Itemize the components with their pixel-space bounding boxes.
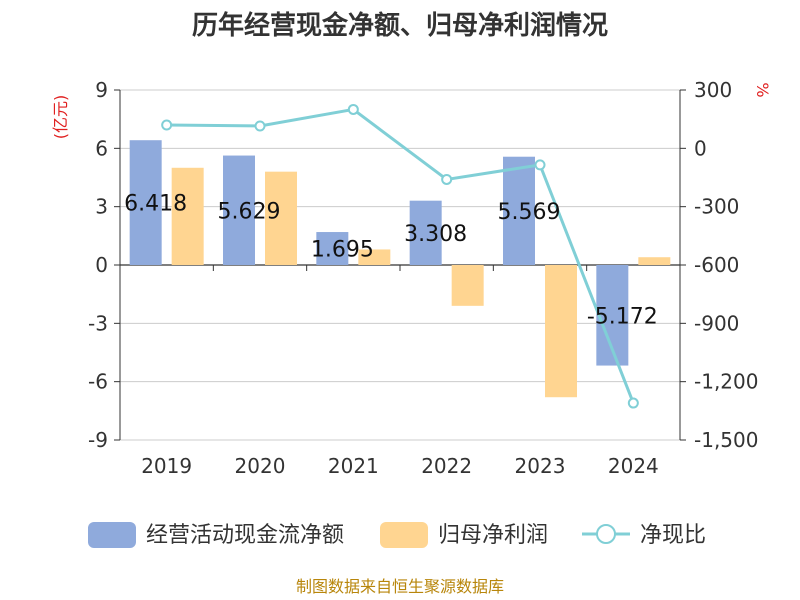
- right-tick-label: -600: [694, 253, 739, 277]
- cashflow-bar: [409, 200, 442, 265]
- right-tick-label: -300: [694, 195, 739, 219]
- left-tick-label: -3: [88, 311, 108, 335]
- net-profit-bar: [171, 167, 204, 265]
- left-tick-label: 3: [95, 195, 108, 219]
- net-profit-bar: [358, 249, 391, 265]
- left-tick-label: -6: [88, 370, 108, 394]
- cashflow-bar: [129, 140, 162, 265]
- cashflow-bar: [503, 156, 535, 265]
- cashflow-data-label: 5.629: [218, 199, 281, 224]
- x-tick-label: 2023: [515, 454, 566, 478]
- cashflow-data-label: 6.418: [124, 192, 187, 217]
- ratio-point: [441, 173, 453, 185]
- legend-label: 归母净利润: [438, 523, 548, 548]
- right-tick-label: 0: [694, 136, 707, 160]
- net-profit-bar: [451, 265, 484, 306]
- right-tick-label: -900: [694, 311, 739, 335]
- net-profit-bar: [265, 171, 297, 265]
- left-tick-label: 0: [95, 253, 108, 277]
- ratio-point: [347, 103, 359, 115]
- x-tick-label: 2019: [141, 454, 192, 478]
- right-tick-label: 300: [694, 78, 732, 102]
- ratio-point: [534, 159, 546, 171]
- ratio-point: [254, 120, 266, 132]
- legend: 经营活动现金流净额 归母净利润 净现比: [88, 522, 706, 548]
- left-tick-label: 6: [95, 136, 108, 160]
- cashflow-bar: [316, 232, 349, 265]
- ratio-point: [161, 119, 173, 131]
- cashflow-data-label: 1.695: [311, 238, 374, 263]
- cashflow-bar: [223, 155, 255, 265]
- left-axis-label: (亿元): [51, 95, 70, 140]
- cashflow-data-label: 3.308: [404, 222, 467, 247]
- right-axis-label: %: [753, 82, 772, 97]
- ratio-line: [161, 103, 639, 409]
- data-labels: 6.418 5.629 1.695 3.308 5.569 -5.172: [124, 192, 658, 330]
- ratio-line-path: [166, 107, 635, 404]
- axes: 9 6 3 0 -3 -6 -9 300 0 -300 -600 -900 -1,200 -1,500 20…: [88, 78, 758, 478]
- x-tick-label: 2021: [328, 454, 379, 478]
- net-profit-bar: [638, 257, 671, 265]
- ratio-point: [627, 397, 639, 409]
- left-tick-label: -9: [88, 428, 108, 452]
- right-tick-label: -1,500: [694, 428, 758, 452]
- cashflow-data-label: 5.569: [498, 200, 561, 225]
- left-tick-label: 9: [95, 78, 108, 102]
- x-tick-label: 2024: [608, 454, 659, 478]
- x-tick-label: 2020: [235, 454, 286, 478]
- source-note: 制图数据来自恒生聚源数据库: [296, 577, 504, 596]
- net-profit-bar: [545, 265, 577, 398]
- cashflow-data-label: -5.172: [587, 304, 658, 329]
- x-tick-label: 2022: [421, 454, 472, 478]
- legend-label: 净现比: [640, 523, 706, 548]
- legend-swatch: [88, 522, 136, 548]
- right-tick-label: -1,200: [694, 370, 758, 394]
- chart-title: 历年经营现金净额、归母净利润情况: [192, 10, 608, 41]
- legend-marker: [596, 524, 616, 544]
- legend-label: 经营活动现金流净额: [146, 523, 344, 548]
- legend-swatch: [380, 522, 428, 548]
